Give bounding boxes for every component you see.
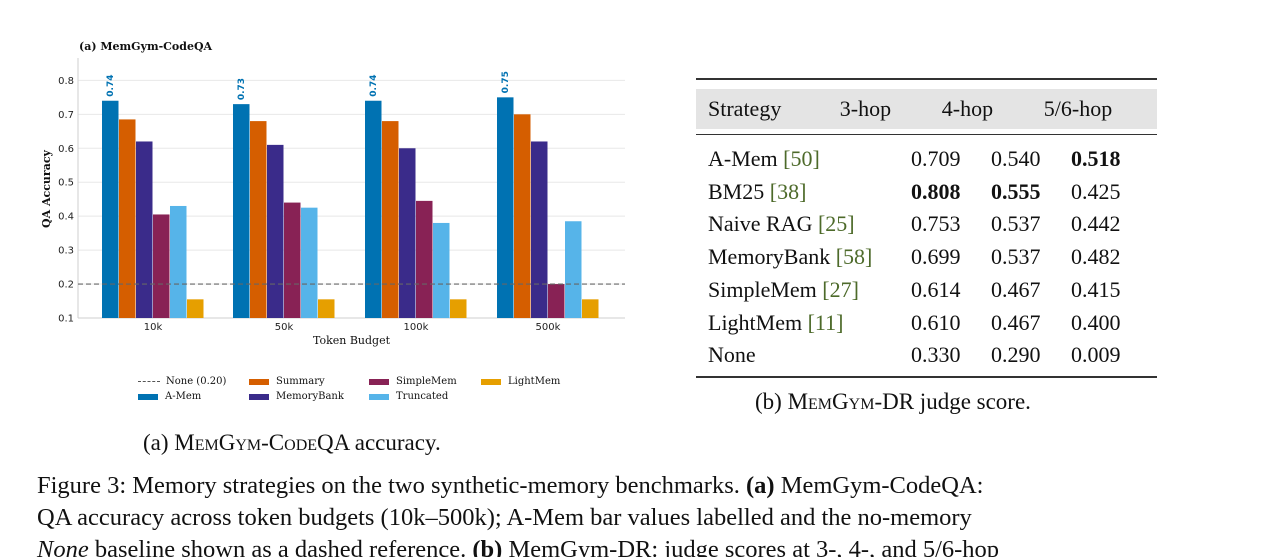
y-tick-label: 0.1	[58, 314, 74, 325]
table-row: A-Mem [50] 0.709 0.540 0.518	[708, 146, 1121, 171]
bar-summary	[514, 114, 531, 318]
legend-swatch	[249, 378, 269, 385]
bar-lightmem	[187, 299, 204, 318]
table-row: SimpleMem [27] 0.614 0.467 0.415	[708, 276, 1121, 302]
y-tick-label: 0.6	[58, 144, 74, 155]
y-axis-label: QA Accuracy	[40, 149, 53, 227]
caption-line-3: None baseline shown as a dashed referenc…	[37, 536, 1000, 557]
bar-a-mem	[497, 97, 514, 318]
legend-label-memorybank: MemoryBank	[276, 391, 344, 402]
legend-swatch	[481, 378, 501, 385]
bar-value-label: 0.74	[106, 75, 116, 97]
bar-simplemem	[548, 284, 565, 318]
bar-truncated	[433, 222, 450, 318]
legend-simplemem: SimpleMem	[369, 376, 457, 387]
table-row: Naive RAG [25] 0.753 0.537 0.442	[708, 211, 1121, 237]
x-tick-label: 500k	[536, 322, 561, 333]
bar-value-label: 0.75	[501, 71, 511, 93]
legend-summary: Summary	[249, 376, 325, 387]
x-axis-label: Token Budget	[313, 334, 391, 347]
mid-rule	[696, 134, 1157, 135]
y-tick-label: 0.5	[58, 178, 74, 189]
legend-swatch	[369, 378, 389, 385]
bar-simplemem	[416, 200, 433, 318]
bar-a-mem	[102, 100, 119, 318]
bar-summary	[119, 119, 136, 318]
bar-simplemem	[153, 214, 170, 318]
subfigure-caption-b: (b) MemGym-DR judge score.	[755, 389, 1031, 414]
y-tick-label: 0.7	[58, 110, 74, 121]
bar-summary	[382, 121, 399, 319]
bar-truncated	[170, 205, 187, 318]
bar-value-label: 0.73	[237, 78, 247, 100]
bar-memorybank	[531, 141, 548, 318]
x-tick-label: 100k	[404, 322, 429, 333]
table-row: MemoryBank [58] 0.699 0.537 0.482	[708, 244, 1121, 270]
legend-label-simplemem: SimpleMem	[396, 376, 457, 387]
header-strategy: Strategy	[708, 96, 782, 121]
legend-label-baseline: None (0.20)	[166, 376, 227, 387]
caption-line-1: Figure 3: Memory strategies on the two s…	[37, 472, 984, 499]
bar-memorybank	[267, 144, 284, 318]
table-row: None 0.330 0.290 0.009	[708, 342, 1121, 368]
header-56hop: 5/6-hop	[1043, 96, 1113, 121]
legend-memorybank: MemoryBank	[249, 391, 344, 402]
chart-title: (a) MemGym-CodeQA	[79, 40, 213, 53]
table-header-row: Strategy 3-hop 4-hop 5/6-hop	[696, 89, 1157, 129]
legend-label-truncated: Truncated	[396, 391, 449, 402]
y-tick-label: 0.2	[58, 280, 74, 291]
y-tick-label: 0.3	[58, 246, 74, 257]
legend-truncated: Truncated	[369, 391, 448, 402]
legend-baseline: None (0.20)	[138, 376, 226, 387]
legend-lightmem: LightMem	[481, 376, 560, 387]
bar-truncated	[301, 207, 318, 318]
bar-memorybank	[136, 141, 153, 318]
bar-value-label: 0.74	[369, 75, 379, 97]
figure-caption: Figure 3: Memory strategies on the two s…	[37, 470, 1227, 557]
bar-a-mem	[365, 100, 382, 318]
bottom-rule	[696, 375, 1157, 378]
table-row: BM25 [38] 0.808 0.555 0.425	[708, 178, 1121, 204]
header-3hop: 3-hop	[839, 96, 892, 121]
x-tick-label: 50k	[275, 322, 294, 333]
bar-a-mem	[233, 104, 250, 318]
bar-summary	[250, 121, 267, 319]
subfigure-caption-a: (a) MemGym-CodeQA accuracy.	[143, 430, 441, 455]
header-4hop: 4-hop	[941, 96, 994, 121]
top-rule	[696, 78, 1157, 80]
legend-swatch	[249, 393, 269, 400]
dashed-line-swatch	[138, 381, 160, 382]
bar-lightmem	[318, 299, 335, 318]
bar-chart: 0.1 0.2 0.3 0.4 0.5 0.6 0.7 0.8 0.74 10k 0.73 50k 0.…	[40, 58, 625, 347]
bar-lightmem	[450, 299, 467, 318]
results-table: Strategy 3-hop 4-hop 5/6-hop A-Mem [50] 0…	[696, 78, 1157, 378]
legend-label-amem: A-Mem	[165, 391, 202, 402]
bar-simplemem	[284, 202, 301, 318]
x-tick-label: 10k	[144, 322, 163, 333]
legend-swatch	[369, 393, 389, 400]
bar-memorybank	[399, 148, 416, 318]
caption-line-2: QA accuracy across token budgets (10k–50…	[37, 504, 972, 531]
y-tick-label: 0.4	[58, 212, 74, 223]
legend-label-lightmem: LightMem	[508, 376, 561, 387]
bar-truncated	[565, 221, 582, 318]
table-row: LightMem [11] 0.610 0.467 0.400	[708, 309, 1121, 335]
bar-lightmem	[582, 299, 599, 318]
legend-label-summary: Summary	[276, 376, 325, 387]
legend-amem: A-Mem	[138, 391, 201, 402]
legend-swatch	[138, 393, 158, 400]
y-tick-label: 0.8	[58, 76, 74, 87]
